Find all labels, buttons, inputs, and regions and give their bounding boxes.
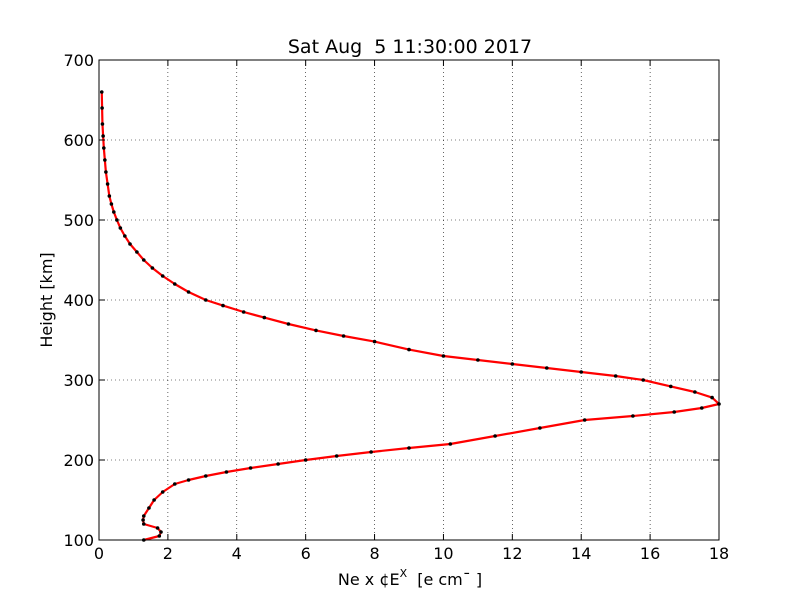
data-point	[710, 395, 714, 400]
grid-lines	[99, 60, 719, 540]
y-tick-label: 200	[63, 451, 94, 470]
y-tick-label: 700	[63, 51, 94, 70]
data-point	[241, 310, 246, 314]
y-tick-label: 600	[63, 131, 94, 150]
data-point	[172, 282, 177, 286]
data-point	[172, 482, 177, 486]
y-tick-label: 300	[63, 371, 94, 390]
data-point	[221, 303, 225, 308]
data-point	[203, 298, 208, 302]
data-point	[141, 514, 146, 518]
data-point	[286, 322, 291, 326]
x-tick-label: 14	[571, 544, 591, 563]
x-axis-label-units: [e cm¯ ]	[417, 570, 482, 589]
data-point	[441, 354, 446, 358]
data-point	[105, 182, 110, 186]
data-point	[128, 242, 132, 246]
x-tick-label: 6	[301, 544, 311, 563]
data-point	[341, 334, 346, 338]
y-tick-label: 500	[63, 211, 94, 230]
x-tick-label: 8	[369, 544, 379, 563]
data-point	[314, 328, 318, 333]
data-point	[248, 466, 253, 470]
data-point	[641, 378, 646, 382]
data-point	[103, 158, 107, 162]
data-point	[141, 522, 146, 526]
data-point	[147, 506, 151, 510]
data-point	[107, 194, 112, 198]
data-point	[303, 458, 308, 462]
data-point	[372, 339, 377, 344]
data-point	[99, 90, 104, 94]
data-point	[334, 454, 339, 458]
chart-title: Sat Aug 5 11:30:00 2017	[288, 36, 532, 58]
data-point	[672, 410, 677, 414]
x-axis-label-main: Ne x ¢E	[338, 570, 400, 589]
data-point	[186, 290, 191, 294]
data-point	[101, 134, 105, 138]
data-point	[693, 390, 697, 394]
x-axis-label: Ne x ¢EX [e cm¯ ]	[338, 567, 482, 589]
data-point	[141, 258, 146, 262]
data-point	[510, 362, 515, 366]
data-point	[152, 498, 156, 502]
data-point	[579, 370, 584, 374]
data-point	[115, 218, 119, 222]
data-point	[155, 526, 160, 530]
data-point	[631, 414, 635, 418]
data-point	[613, 374, 618, 378]
data-point	[123, 234, 127, 238]
x-tick-label: 2	[163, 544, 173, 563]
data-point	[476, 358, 480, 362]
data-point	[544, 366, 549, 370]
x-axis-label-superscript: X	[400, 567, 408, 580]
x-tick-label: 12	[502, 544, 522, 563]
data-point	[100, 122, 105, 126]
data-point	[699, 406, 704, 410]
data-point	[538, 426, 542, 430]
data-point	[135, 250, 139, 254]
y-axis-label: Height [km]	[37, 252, 56, 347]
data-point	[369, 450, 373, 454]
data-point	[407, 446, 411, 450]
data-point	[159, 530, 163, 534]
data-point	[102, 146, 106, 150]
x-tick-label: 16	[640, 544, 660, 563]
data-point	[407, 347, 411, 352]
data-point	[104, 170, 108, 174]
x-tick-label: 18	[709, 544, 729, 563]
data-point	[262, 315, 267, 320]
data-point	[112, 210, 116, 214]
data-point	[668, 384, 673, 389]
data-point	[493, 434, 497, 438]
data-point	[160, 274, 165, 278]
axis-ticks: 0 2 4 6 8 10 12 14 16 18 100 200 300 400 500 600 700	[63, 51, 729, 563]
data-point	[203, 474, 208, 478]
data-point	[160, 490, 165, 494]
data-point	[582, 418, 587, 422]
data-point	[109, 202, 114, 206]
data-point	[224, 470, 229, 474]
data-point	[157, 534, 162, 538]
y-tick-label: 100	[63, 531, 94, 550]
y-tick-label: 400	[63, 291, 94, 310]
data-point	[186, 478, 191, 482]
data-point	[276, 462, 280, 466]
data-point	[141, 518, 145, 522]
data-point	[448, 442, 453, 446]
data-point	[150, 266, 155, 270]
x-tick-label: 4	[232, 544, 242, 563]
x-tick-label: 0	[94, 544, 104, 563]
series-layer	[99, 90, 721, 542]
data-point	[118, 226, 123, 230]
x-tick-label: 10	[433, 544, 453, 563]
data-point	[100, 106, 104, 110]
